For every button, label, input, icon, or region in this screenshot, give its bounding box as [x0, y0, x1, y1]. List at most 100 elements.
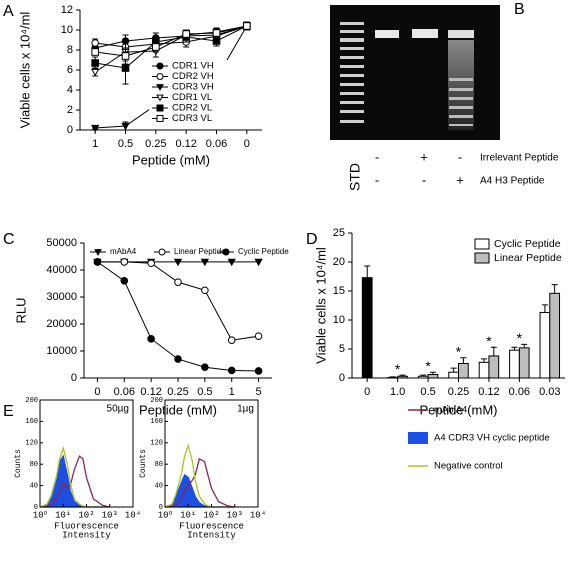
x-tick-label: 0.5: [197, 386, 212, 398]
legend-label: Negative control: [434, 461, 503, 472]
lane-label: STD: [347, 163, 363, 191]
x-tick-label: 0.25: [167, 386, 188, 398]
x-tick-label: 1: [229, 386, 235, 398]
legend-label: Cyclic Peptide: [494, 238, 561, 250]
marker: [254, 367, 263, 375]
x-tick-label: 0.03: [539, 386, 560, 398]
marker: [91, 68, 100, 77]
row-label: Irrelevant Peptide: [480, 153, 559, 164]
x-tick-label: 0.5: [420, 386, 435, 398]
series-line: [95, 25, 247, 57]
marker: [227, 258, 236, 267]
x-tick-label: 0.12: [175, 138, 196, 150]
marker: [152, 43, 160, 51]
legend-label: CDR1 VH: [172, 61, 214, 72]
marker: [121, 122, 130, 131]
error-bar: [521, 343, 528, 348]
marker: [147, 259, 155, 268]
bar: [518, 347, 530, 379]
marker: [91, 39, 99, 47]
x-tick-label: 0.06: [206, 138, 227, 150]
marker: [222, 248, 230, 256]
y-tick-label: 200: [25, 397, 38, 405]
marker: [147, 335, 155, 343]
marker: [93, 258, 102, 266]
y-tick-label: 20000: [46, 318, 77, 330]
x-tick-label: 0.12: [140, 386, 161, 398]
y-tick-label: 40: [155, 482, 163, 490]
x-tick-label: 10³: [102, 510, 118, 520]
legend-label: mAbA4: [110, 247, 137, 256]
x-tick-label: 0: [94, 386, 100, 398]
x-axis-label: Fluorescence: [179, 521, 244, 531]
legend-swatch: [474, 238, 490, 250]
lane-sign: -: [375, 149, 379, 164]
y-tick-label: 6: [67, 64, 73, 76]
panel-label: C: [3, 231, 15, 248]
y-axis-label: Viable cells x 10⁴/ml: [313, 247, 328, 364]
marker: [158, 248, 166, 256]
y-tick-label: 160: [25, 418, 38, 426]
x-tick-label: 10⁴: [250, 509, 266, 520]
marker: [120, 277, 129, 285]
marker: [91, 59, 99, 67]
y-tick-label: 0: [339, 372, 345, 384]
y-tick-label: 0: [34, 504, 38, 512]
x-tick-label: 10⁰: [158, 510, 173, 520]
y-tick-label: 4: [67, 84, 73, 96]
bar: [361, 277, 373, 379]
error-bar: [389, 376, 396, 378]
legend-label: Cyclic Peptide: [238, 247, 289, 256]
error-bar: [429, 371, 436, 375]
error-bar: [460, 357, 467, 364]
x-tick-label: 1: [92, 138, 98, 150]
lane-sign: -: [458, 149, 462, 164]
x-tick-label: 0: [244, 138, 250, 150]
y-tick-label: 80: [30, 461, 38, 469]
x-axis-label: Fluorescence: [54, 521, 119, 531]
x-axis-label: Peptide (mM): [132, 152, 210, 167]
y-tick-label: 2: [67, 104, 73, 116]
legend-box: [149, 60, 261, 125]
y-tick-label: 10000: [46, 345, 77, 357]
marker: [94, 249, 102, 257]
y-axis-label: Counts: [139, 449, 148, 478]
marker: [91, 124, 100, 133]
marker: [212, 37, 221, 45]
marker: [182, 30, 190, 38]
gel-image: [330, 5, 500, 140]
y-tick-label: 40000: [46, 264, 77, 276]
series-line: [95, 25, 248, 69]
legend-label: CDR2 VH: [172, 71, 214, 82]
x-axis-label: Peptide (mM): [139, 402, 217, 417]
marker: [174, 355, 182, 363]
y-tick-label: 40: [30, 482, 38, 490]
x-axis-label: Intensity: [187, 530, 236, 540]
y-tick-label: 120: [150, 440, 163, 448]
error-bar: [541, 304, 548, 313]
bar: [509, 349, 520, 379]
lane-sign: +: [420, 149, 428, 164]
marker: [156, 73, 164, 80]
error-bar: [450, 367, 457, 373]
x-tick-label: 10²: [203, 510, 219, 520]
panel-label: D: [306, 231, 318, 248]
significance-marker: *: [456, 343, 462, 359]
legend-label: A4 CDR3 VH cyclic peptide: [434, 433, 550, 444]
legend-label: CDR3 VH: [172, 82, 214, 93]
marker: [201, 286, 209, 295]
y-tick-label: 20: [333, 256, 345, 268]
y-tick-label: 0: [159, 504, 163, 512]
x-axis-label: Intensity: [62, 530, 111, 540]
y-tick-label: 50000: [46, 237, 77, 249]
marker: [121, 52, 130, 60]
row-label: A4 H3 Peptide: [480, 176, 545, 187]
marker: [121, 64, 130, 72]
legend-label: mAb A4: [434, 405, 467, 416]
bar: [448, 371, 459, 379]
marker: [243, 22, 251, 30]
y-axis-label: Viable cells x 10⁴/ml: [17, 12, 32, 129]
legend-label: CDR1 VL: [172, 92, 212, 103]
marker: [227, 366, 236, 375]
